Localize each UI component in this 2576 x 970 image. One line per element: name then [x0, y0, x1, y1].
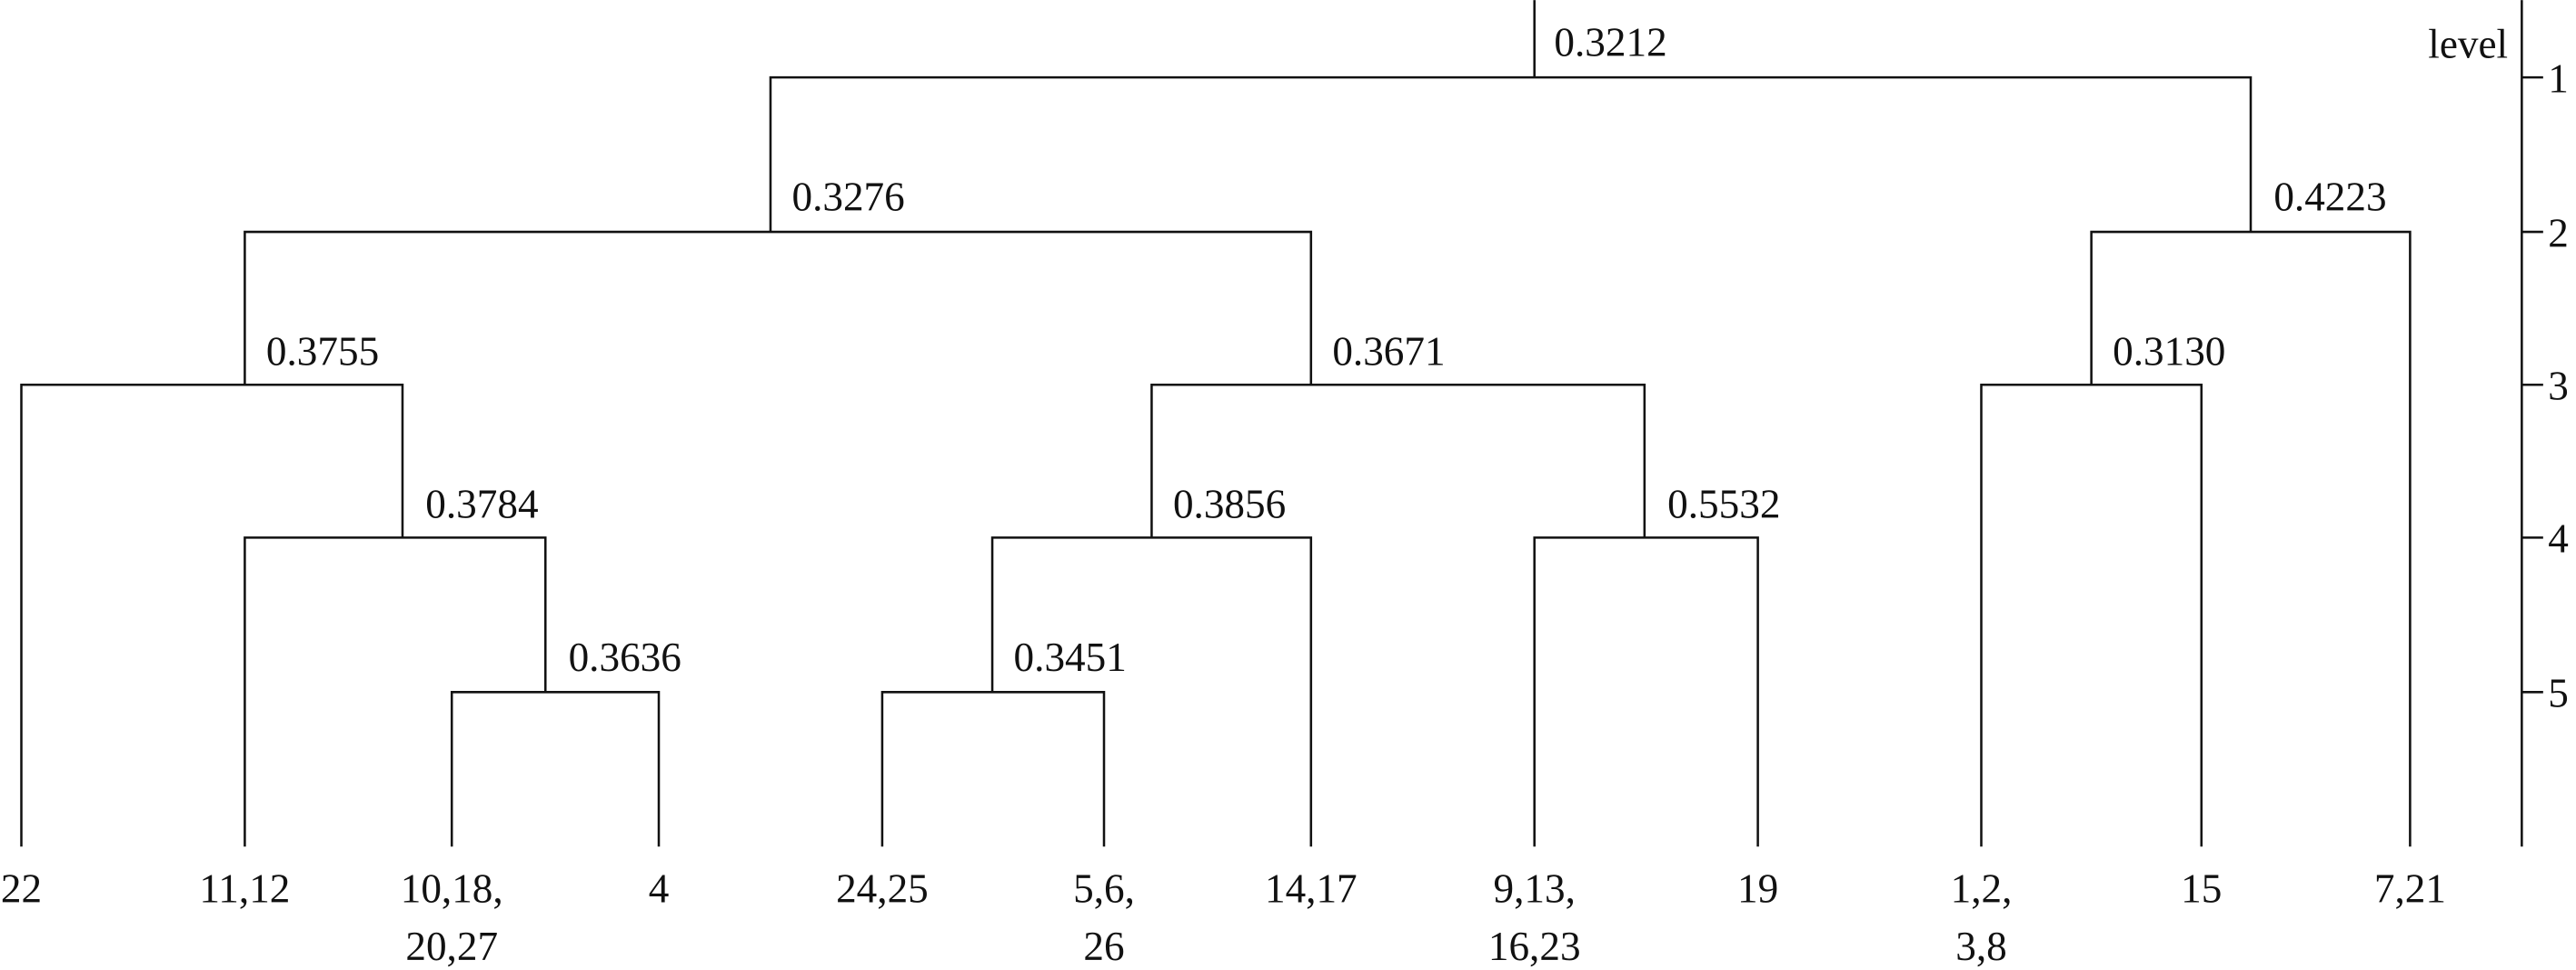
leaf-label: 22 [1, 866, 42, 912]
axis-title: level [2428, 21, 2508, 66]
leaf-label: 24,25 [836, 866, 929, 912]
node-label: 0.3671 [1332, 329, 1445, 375]
node-label: 0.3212 [1554, 20, 1666, 65]
node-label: 0.3130 [2113, 329, 2225, 375]
node-label: 0.3856 [1173, 482, 1286, 527]
leaf-label: 9,13, [1494, 866, 1576, 912]
node-label: 0.3276 [791, 175, 904, 220]
node-label: 0.5532 [1667, 482, 1780, 527]
leaf-labels: 22 11,12 10,18, 20,27 4 24,25 5,6, 26 14,17 9,13,… [1, 866, 2446, 969]
axis-tick-label: 5 [2548, 671, 2569, 716]
leaf-label: 4 [649, 866, 670, 912]
leaf-label: 26 [1083, 924, 1124, 969]
leaf-label: 15 [2181, 866, 2222, 912]
axis-tick-label: 3 [2548, 363, 2569, 408]
leaf-label: 10,18, [401, 866, 503, 912]
leaf-label: 16,23 [1488, 924, 1581, 969]
tree-edges [20, 0, 2412, 847]
leaf-label: 3,8 [1955, 924, 2006, 969]
leaf-label: 1,2, [1951, 866, 2013, 912]
leaf-label: 20,27 [405, 924, 498, 969]
node-label: 0.3755 [266, 329, 379, 375]
node-label: 0.4223 [2273, 175, 2386, 220]
axis-tick-label: 1 [2548, 55, 2569, 101]
level-axis: level 1 2 3 4 5 [2428, 0, 2569, 847]
leaf-label: 7,21 [2374, 866, 2446, 912]
leaf-label: 5,6, [1073, 866, 1135, 912]
node-label: 0.3784 [425, 482, 538, 527]
leaf-label: 11,12 [199, 866, 290, 912]
node-label: 0.3636 [569, 635, 681, 680]
node-label: 0.3451 [1014, 635, 1127, 680]
leaf-label: 19 [1737, 866, 1778, 912]
node-labels: 0.3212 0.3276 0.4223 0.3755 0.3671 0.313… [266, 20, 2387, 680]
axis-tick-label: 4 [2548, 516, 2569, 562]
axis-tick-label: 2 [2548, 210, 2569, 255]
leaf-label: 14,17 [1265, 866, 1358, 912]
